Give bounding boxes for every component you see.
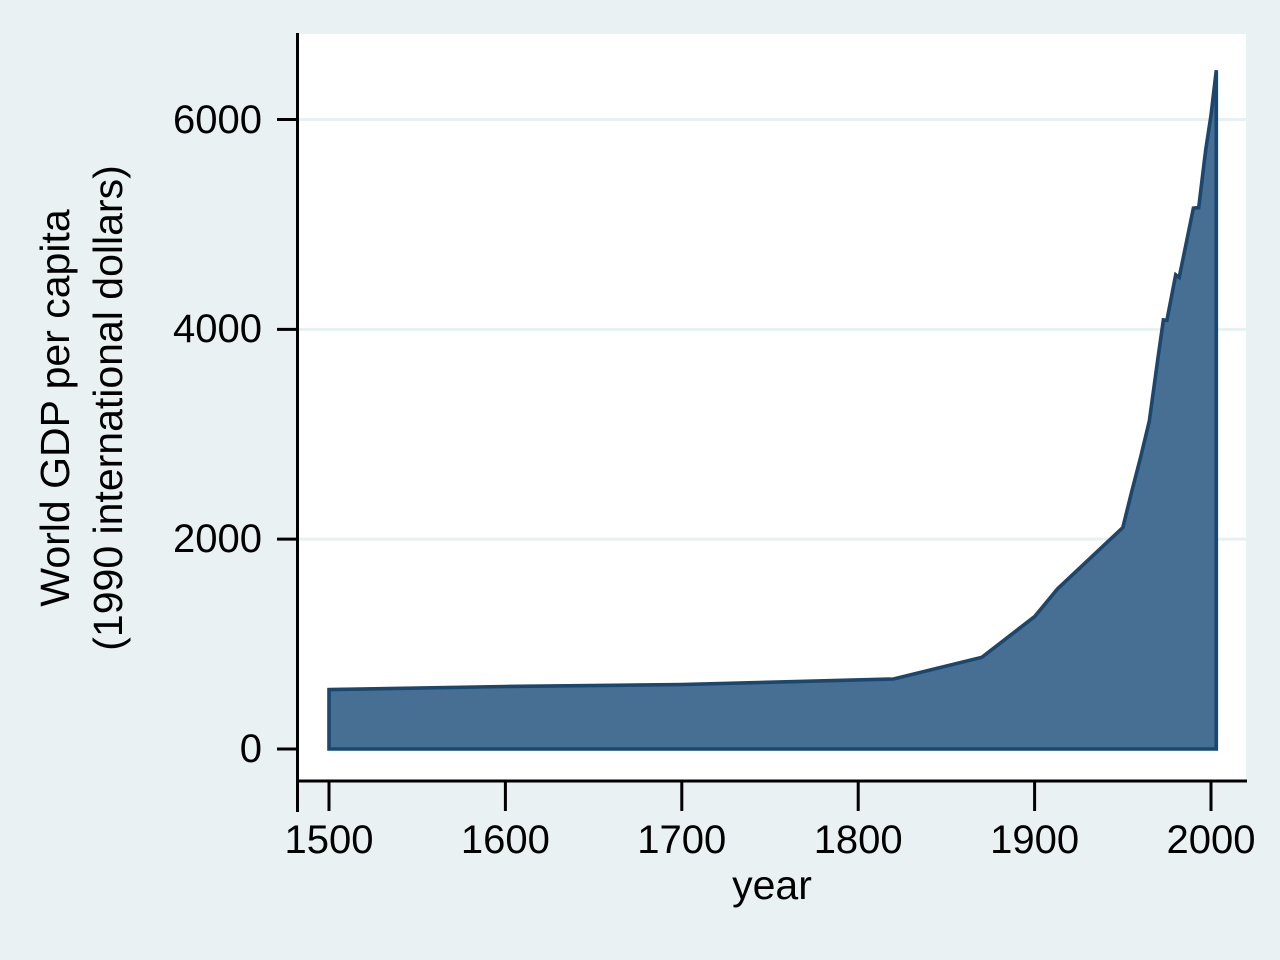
gridlines: [299, 118, 1246, 541]
tick-marks: [277, 118, 1213, 811]
x-tick-label: 1900: [990, 818, 1080, 862]
x-tick-label: 2000: [1166, 818, 1256, 862]
x-tick-label: 1500: [284, 818, 374, 862]
x-tick-label: 1700: [637, 818, 727, 862]
x-axis-title: year: [732, 862, 812, 908]
y-axis-title-line-1: World GDP per capita: [32, 209, 78, 607]
y-tick-label: 2000: [173, 517, 262, 562]
y-tick-label: 6000: [173, 97, 262, 142]
y-tick-label: 4000: [173, 307, 262, 352]
x-tick-label: 1800: [813, 818, 903, 862]
y-axis-title-line-2: (1990 international dollars): [85, 165, 131, 651]
y-axis-title: World GDP per capita (1990 international…: [29, 165, 135, 650]
area-series: [327, 69, 1219, 751]
x-tick-label: 1600: [460, 818, 550, 862]
axes: [296, 33, 1247, 812]
y-tick-label: 0: [239, 727, 262, 771]
